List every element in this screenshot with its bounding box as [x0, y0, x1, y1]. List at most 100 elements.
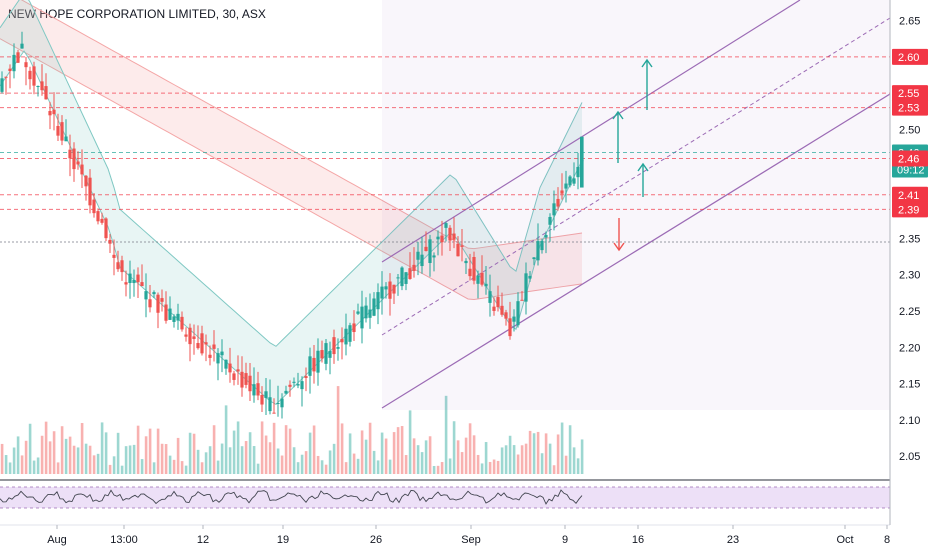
candle-body [72, 148, 76, 170]
volume-bar [196, 449, 200, 474]
candle-body [548, 216, 552, 225]
price-axis[interactable]: 2.652.602.552.502.452.402.352.302.252.20… [889, 0, 920, 525]
volume-bar [76, 447, 80, 474]
target-arrow-3-head [637, 162, 649, 172]
candle-body [564, 183, 568, 189]
candle-body [272, 412, 276, 414]
price-tick-label: 2.50 [899, 124, 920, 136]
volume-bar [4, 455, 8, 474]
candle-body [400, 267, 404, 287]
candle-body [308, 356, 312, 376]
candle-body [120, 260, 124, 273]
candle-body [376, 292, 380, 310]
time-tick-label: Aug [47, 534, 67, 546]
volume-bar [140, 459, 144, 474]
volume-bar [544, 433, 548, 474]
volume-bar [568, 425, 572, 474]
candle-body [320, 350, 324, 359]
volume-bar [372, 450, 376, 474]
candle-body [292, 381, 296, 383]
price-tag-box [892, 85, 928, 102]
candle-body [436, 236, 440, 240]
volume-bar [380, 432, 384, 474]
time-tick-label: 23 [727, 534, 739, 546]
parallel-channel[interactable] [381, 0, 891, 410]
candle-body [528, 275, 532, 279]
volume-bar [276, 448, 280, 474]
candle-body [440, 235, 444, 243]
price-tick-label: 2.20 [899, 342, 920, 354]
candle-body [224, 359, 228, 369]
candle-body [284, 390, 288, 394]
volume-bar [324, 464, 328, 474]
volume-bar [204, 452, 208, 474]
candle-body [508, 318, 512, 337]
channel-shade [382, 0, 890, 410]
volume-bar [264, 435, 268, 474]
volume-bar [396, 427, 400, 474]
volume-bar [180, 461, 184, 474]
candle-body [576, 166, 580, 178]
candle-body [480, 272, 484, 285]
volume-bar [304, 451, 308, 474]
volume-bar [292, 447, 296, 474]
volume-bar [236, 421, 240, 474]
candle-body [104, 218, 108, 239]
volume-bar [320, 460, 324, 474]
time-tick-label: 13:00 [110, 534, 138, 546]
target-arrow-2-head [612, 110, 624, 120]
price-tag-box [892, 201, 928, 218]
candle-body [228, 363, 232, 373]
candle-body [404, 272, 408, 284]
volume-bar [340, 423, 344, 474]
candle-body [112, 254, 116, 258]
volume-bar [332, 443, 336, 474]
volume-bar [148, 428, 152, 474]
arrow-annotations[interactable] [612, 58, 653, 252]
candle-body [148, 299, 152, 308]
volume-bar [8, 462, 12, 474]
candle-body [544, 234, 548, 238]
candle-body [188, 327, 192, 345]
volume-bar [64, 438, 68, 474]
candle-body [64, 136, 68, 142]
price-tick-label: 2.05 [899, 451, 920, 463]
volume-bar [348, 433, 352, 474]
volume-bar [0, 443, 4, 474]
candle-body [144, 291, 148, 300]
volume-bar [144, 436, 148, 474]
volume-bar [580, 439, 584, 474]
volume-bar [400, 426, 404, 474]
volume-bar [40, 435, 44, 474]
candle-body [236, 369, 240, 372]
volume-bar [392, 432, 396, 474]
channel-upper-line [381, 0, 801, 263]
candle-body [520, 299, 524, 301]
price-tick-label: 2.15 [899, 379, 920, 391]
candle-body [192, 336, 196, 339]
volume-bar [376, 460, 380, 474]
candle-body [60, 122, 64, 141]
candle-body [496, 297, 500, 308]
volume-bar [60, 426, 64, 474]
volume-bar [232, 430, 236, 474]
volume-bar [480, 463, 484, 474]
volume-bar [116, 432, 120, 474]
candle-body [180, 316, 184, 330]
volume-bar [32, 460, 36, 474]
volume-bar [344, 462, 348, 474]
volume-bar [352, 453, 356, 474]
volume-bar [188, 432, 192, 474]
volume-bar [556, 434, 560, 474]
candle-body [152, 292, 156, 295]
candle-body [512, 316, 516, 322]
volume-bar [176, 437, 180, 474]
candle-body [444, 223, 448, 228]
symbol-title[interactable]: NEW HOPE CORPORATION LIMITED, 30, ASX [8, 7, 266, 21]
candle-body [316, 350, 320, 373]
candle-body [204, 342, 208, 345]
time-axis[interactable]: Aug 13:00 12 19 26 Sep 9 16 23 Oct 8 [47, 525, 890, 546]
horizontal-levels[interactable] [0, 56, 890, 243]
price-tag-label: 2.41 [898, 190, 919, 202]
